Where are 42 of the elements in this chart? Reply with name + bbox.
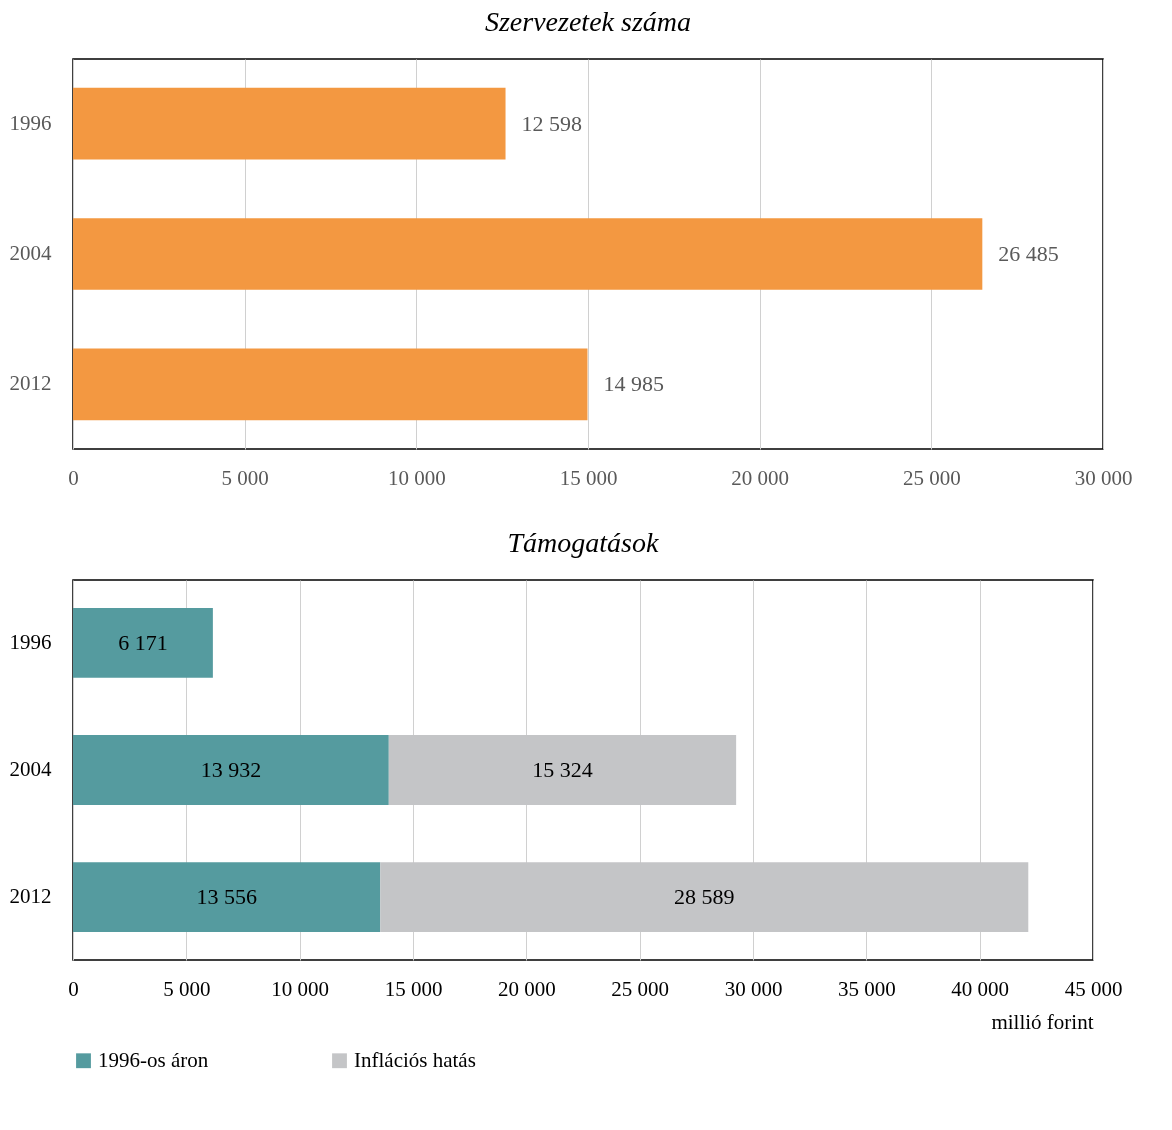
- data-label: 6 171: [118, 629, 168, 655]
- bar: [73, 87, 506, 160]
- x-tick-label: 25 000: [902, 465, 961, 490]
- chart-title: Támogatások: [507, 527, 660, 558]
- x-tick-label: 5 000: [221, 465, 269, 490]
- bar: [73, 735, 389, 805]
- data-label: 12 598: [521, 110, 583, 136]
- x-tick-label: 5 000: [163, 976, 211, 1001]
- legend-label: 1996-os áron: [98, 1047, 209, 1072]
- legend-label: Inflációs hatás: [354, 1047, 476, 1072]
- y-tick-label: 2004: [9, 241, 52, 265]
- y-tick-label: 2004: [9, 757, 52, 781]
- x-tick-label: 15 000: [559, 465, 618, 490]
- x-tick-label: 45 000: [1064, 976, 1123, 1001]
- bar: [73, 862, 381, 933]
- chart-title: Szervezetek száma: [484, 6, 692, 37]
- bar: [73, 348, 588, 421]
- x-tick-label: 35 000: [837, 976, 896, 1001]
- x-tick-label: 15 000: [384, 976, 443, 1001]
- x-tick-label: 10 000: [271, 976, 330, 1001]
- x-tick-label: 25 000: [611, 976, 670, 1001]
- y-tick-label: 1996: [9, 110, 52, 135]
- data-label: 13 932: [200, 757, 262, 782]
- y-tick-label: 2012: [9, 371, 52, 396]
- x-tick-label: 20 000: [497, 976, 556, 1001]
- data-label: 26 485: [998, 241, 1059, 266]
- data-label: 13 556: [196, 884, 257, 910]
- x-tick-label: 20 000: [731, 465, 790, 490]
- x-tick-label: 30 000: [724, 976, 783, 1001]
- x-tick-label: 10 000: [387, 465, 446, 490]
- x-tick-label: 30 000: [1074, 465, 1133, 490]
- x-axis-title: millió forint: [991, 1009, 1094, 1034]
- y-tick-label: 1996: [9, 629, 52, 654]
- bar: [73, 218, 983, 290]
- data-label: 28 589: [674, 884, 735, 910]
- bar: [73, 607, 213, 678]
- data-label: 15 324: [532, 757, 593, 782]
- x-tick-label: 0: [68, 976, 79, 1001]
- x-tick-label: 40 000: [951, 976, 1010, 1001]
- x-tick-label: 0: [68, 465, 79, 490]
- y-tick-label: 2012: [9, 884, 52, 909]
- data-label: 14 985: [603, 371, 664, 397]
